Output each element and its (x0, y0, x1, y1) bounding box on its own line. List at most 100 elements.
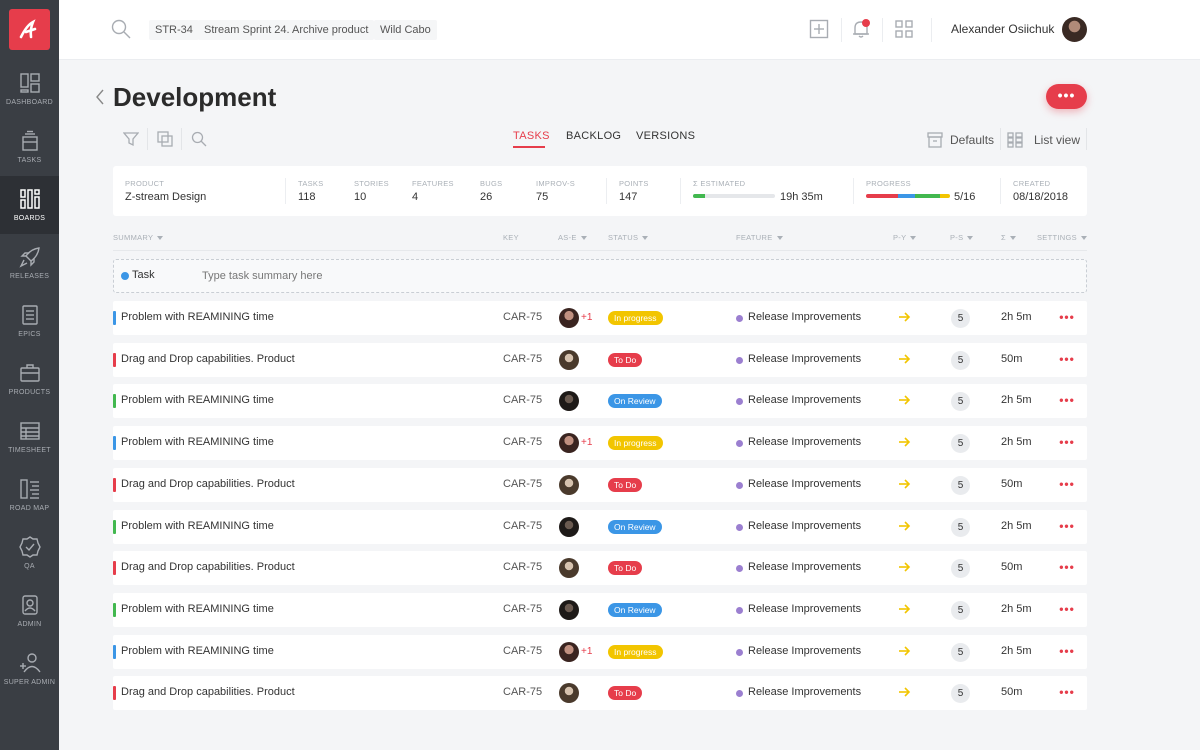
task-key[interactable]: CAR-75 (503, 644, 543, 657)
avatar[interactable] (559, 683, 579, 704)
more-actions-button[interactable]: ••• (1046, 84, 1087, 109)
feature-label[interactable]: Release Improvements (748, 394, 862, 407)
avatar[interactable] (559, 308, 579, 328)
extra-assignees-count[interactable]: +1 (581, 437, 593, 449)
column-header-priority[interactable]: P-Y (893, 233, 917, 242)
table-row[interactable]: Problem with REAMINING time CAR-75 On Revi… (113, 509, 1087, 544)
sidebar-item-tasks[interactable]: TASKS (0, 118, 59, 176)
task-summary[interactable]: Problem with REAMINING time (121, 644, 274, 657)
list-view-button[interactable]: List view (1034, 133, 1081, 147)
avatar[interactable] (559, 391, 579, 412)
task-key[interactable]: CAR-75 (503, 602, 543, 615)
task-key[interactable]: CAR-75 (503, 311, 543, 323)
column-header-key[interactable]: KEY (503, 233, 519, 242)
feature-label[interactable]: Release Improvements (748, 644, 862, 657)
list-view-icon[interactable] (1007, 132, 1023, 148)
status-badge[interactable]: To Do (608, 352, 643, 367)
column-header-assignee[interactable]: AS-E (558, 233, 587, 242)
task-summary[interactable]: Drag and Drop capabilities. Product (121, 352, 295, 365)
breadcrumb-item[interactable]: STR-34 (149, 20, 199, 40)
avatar[interactable] (559, 516, 579, 537)
status-badge[interactable]: In progress (608, 644, 663, 659)
task-summary[interactable]: Problem with REAMINING time (121, 436, 274, 449)
sidebar-item-timesheet[interactable]: TIMESHEET (0, 408, 59, 466)
avatar[interactable] (559, 558, 579, 579)
apps-grid-icon[interactable] (894, 19, 914, 39)
status-badge[interactable]: On Review (608, 602, 662, 617)
feature-label[interactable]: Release Improvements (748, 436, 862, 449)
task-key[interactable]: CAR-75 (503, 686, 543, 699)
avatar[interactable] (559, 641, 579, 662)
table-row[interactable]: Problem with REAMINING time CAR-75 +1 In pr… (113, 634, 1087, 669)
row-more-button[interactable]: ••• (1059, 601, 1075, 616)
task-summary[interactable]: Problem with REAMINING time (121, 602, 274, 615)
table-row[interactable]: Problem with REAMINING time CAR-75 +1 In pr… (113, 426, 1087, 461)
row-more-button[interactable]: ••• (1059, 351, 1075, 366)
avatar[interactable] (1062, 17, 1087, 42)
feature-label[interactable]: Release Improvements (748, 686, 862, 699)
status-badge[interactable]: In progress (608, 311, 663, 325)
task-summary[interactable]: Problem with REAMINING time (121, 311, 274, 323)
sidebar-item-super-admin[interactable]: SUPER ADMIN (0, 640, 59, 698)
sidebar-item-dashboard[interactable]: DASHBOARD (0, 60, 59, 118)
sidebar-item-boards[interactable]: BOARDS (0, 176, 59, 234)
table-row[interactable]: Drag and Drop capabilities. Product CAR-7… (113, 551, 1087, 586)
task-summary[interactable]: Problem with REAMINING time (121, 519, 274, 532)
task-summary[interactable]: Drag and Drop capabilities. Product (121, 686, 295, 699)
avatar[interactable] (559, 349, 579, 370)
task-summary[interactable]: Drag and Drop capabilities. Product (121, 561, 295, 574)
column-header-status[interactable]: STATUS (608, 233, 649, 242)
avatar[interactable] (559, 599, 579, 620)
column-header-sigma[interactable]: Σ (1001, 233, 1016, 242)
task-type-select[interactable]: Task (132, 269, 155, 281)
row-more-button[interactable]: ••• (1059, 560, 1075, 575)
table-row[interactable]: Problem with REAMINING time CAR-75 On Revi… (113, 592, 1087, 627)
column-header-points[interactable]: P-S (950, 233, 974, 242)
sidebar-item-products[interactable]: PRODUCTS (0, 350, 59, 408)
search-icon[interactable] (191, 131, 207, 147)
column-header-settings[interactable]: SETTINGS (1037, 233, 1087, 242)
search-icon[interactable] (111, 19, 131, 39)
breadcrumb-item[interactable]: Stream Sprint 24. Archive product (198, 20, 375, 40)
status-badge[interactable]: To Do (608, 561, 643, 576)
avatar[interactable] (559, 474, 579, 495)
task-key[interactable]: CAR-75 (503, 436, 543, 449)
column-header-feature[interactable]: FEATURE (736, 233, 783, 242)
sidebar-item-releases[interactable]: RELEASES (0, 234, 59, 292)
user-name[interactable]: Alexander Osiichuk (951, 22, 1055, 36)
feature-label[interactable]: Release Improvements (748, 561, 862, 574)
task-key[interactable]: CAR-75 (503, 519, 543, 532)
table-row[interactable]: Problem with REAMINING time CAR-75 +1 In pr… (113, 301, 1087, 335)
task-summary[interactable]: Problem with REAMINING time (121, 394, 274, 407)
sidebar-item-admin[interactable]: ADMIN (0, 582, 59, 640)
status-badge[interactable]: To Do (608, 477, 643, 492)
task-summary[interactable]: Drag and Drop capabilities. Product (121, 477, 295, 490)
row-more-button[interactable]: ••• (1059, 643, 1075, 658)
feature-label[interactable]: Release Improvements (748, 311, 862, 323)
sidebar-item-road-map[interactable]: ROAD MAP (0, 466, 59, 524)
status-badge[interactable]: To Do (608, 686, 643, 701)
task-summary-input[interactable] (202, 266, 602, 286)
feature-label[interactable]: Release Improvements (748, 352, 862, 365)
row-more-button[interactable]: ••• (1059, 518, 1075, 533)
status-badge[interactable]: On Review (608, 394, 662, 409)
copy-icon[interactable] (157, 131, 173, 147)
filter-icon[interactable] (123, 131, 139, 147)
defaults-button[interactable]: Defaults (950, 133, 995, 147)
task-key[interactable]: CAR-75 (503, 352, 543, 365)
row-more-button[interactable]: ••• (1059, 476, 1075, 491)
column-header-summary[interactable]: SUMMARY (113, 233, 164, 242)
extra-assignees-count[interactable]: +1 (581, 312, 593, 323)
task-key[interactable]: CAR-75 (503, 561, 543, 574)
avatar[interactable] (559, 433, 579, 454)
tab-versions[interactable]: VERSIONS (636, 130, 696, 142)
row-more-button[interactable]: ••• (1059, 310, 1075, 324)
breadcrumb-item[interactable]: Wild Cabo (374, 20, 437, 40)
status-badge[interactable]: In progress (608, 436, 663, 451)
add-square-icon[interactable] (809, 19, 829, 39)
row-more-button[interactable]: ••• (1059, 685, 1075, 700)
table-row[interactable]: Drag and Drop capabilities. Product CAR-7… (113, 342, 1087, 377)
sidebar-item-epics[interactable]: EPICS (0, 292, 59, 350)
feature-label[interactable]: Release Improvements (748, 602, 862, 615)
task-key[interactable]: CAR-75 (503, 394, 543, 407)
